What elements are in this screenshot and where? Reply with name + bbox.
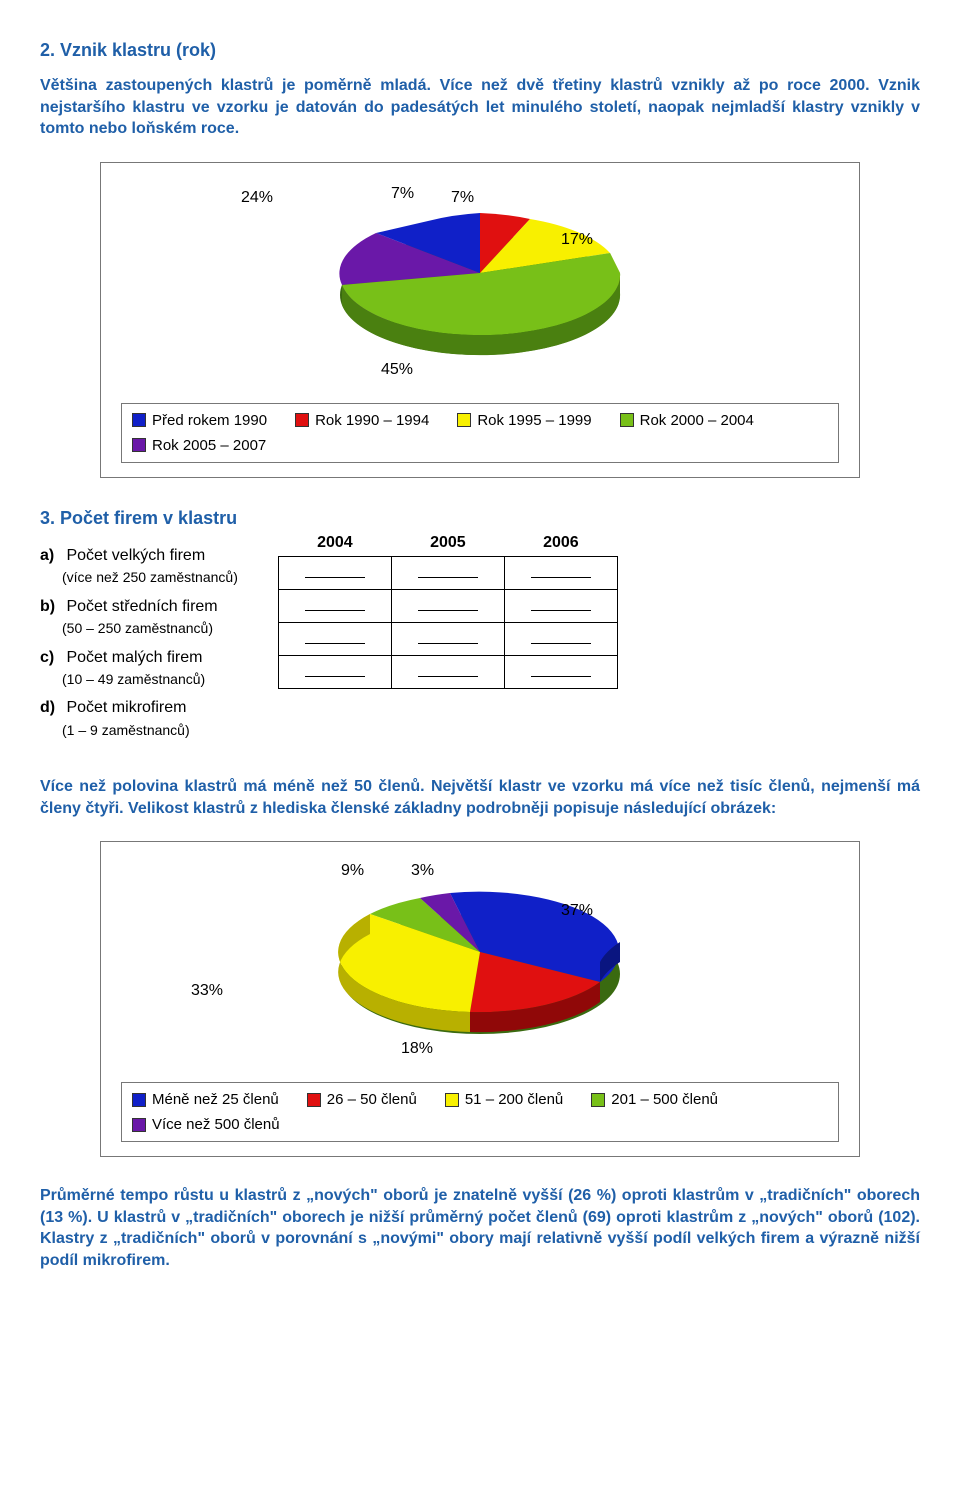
pie-chart-2 xyxy=(270,862,690,1062)
legend-swatch xyxy=(132,1118,146,1132)
chart2-label-9: 9% xyxy=(341,862,364,880)
table-row xyxy=(504,556,617,589)
legend-text: Méně než 25 členů xyxy=(152,1091,279,1108)
legend-text: Rok 1995 – 1999 xyxy=(477,412,591,429)
chart1-label-7b: 7% xyxy=(451,189,474,207)
chart1-label-17: 17% xyxy=(561,231,593,249)
chart2-box: 9% 3% 37% 33% 18% Méně než 25 členů 26 – … xyxy=(100,841,860,1157)
chart2-legend: Méně než 25 členů 26 – 50 členů 51 – 200 č… xyxy=(121,1082,839,1142)
legend-swatch xyxy=(132,438,146,452)
legend-text: Rok 2005 – 2007 xyxy=(152,437,266,454)
chart2-label-3: 3% xyxy=(411,862,434,880)
legend-text: Rok 2000 – 2004 xyxy=(640,412,754,429)
legend-text: 51 – 200 členů xyxy=(465,1091,563,1108)
legend-swatch xyxy=(307,1093,321,1107)
legend-swatch xyxy=(132,413,146,427)
pie-chart-1 xyxy=(270,183,690,383)
legend-swatch xyxy=(445,1093,459,1107)
legend-swatch xyxy=(295,413,309,427)
legend-item: Rok 1995 – 1999 xyxy=(457,412,591,429)
table-row xyxy=(278,655,391,688)
table-row xyxy=(391,589,504,622)
legend-item: 201 – 500 členů xyxy=(591,1091,718,1108)
chart1-box: 24% 7% 7% 17% 45% Před rokem 1990 Rok 199… xyxy=(100,162,860,478)
section2-paragraph: Většina zastoupených klastrů je poměrně … xyxy=(40,75,920,140)
list-item: c) Počet malých firem(10 – 49 zaměstnanc… xyxy=(40,647,238,692)
year-table: 2004 2005 2006 xyxy=(278,530,618,689)
paragraph-2: Více než polovina klastrů má méně než 50… xyxy=(40,776,920,819)
legend-item: Rok 1990 – 1994 xyxy=(295,412,429,429)
table-row xyxy=(391,655,504,688)
section3-title: 3. Počet firem v klastru xyxy=(40,506,238,531)
table-row xyxy=(278,622,391,655)
chart2-area: 9% 3% 37% 33% 18% xyxy=(121,862,839,1072)
chart1-label-7a: 7% xyxy=(391,185,414,203)
table-row xyxy=(504,589,617,622)
legend-text: 201 – 500 členů xyxy=(611,1091,718,1108)
year-2004: 2004 xyxy=(278,530,391,557)
legend-item: Méně než 25 členů xyxy=(132,1091,279,1108)
table-row xyxy=(391,622,504,655)
legend-swatch xyxy=(591,1093,605,1107)
legend-text: Více než 500 členů xyxy=(152,1116,280,1133)
table-row xyxy=(278,556,391,589)
year-2006: 2006 xyxy=(504,530,617,557)
section3: 3. Počet firem v klastru a) Počet velkýc… xyxy=(40,506,920,748)
legend-item: Rok 2005 – 2007 xyxy=(132,437,266,454)
chart1-legend: Před rokem 1990 Rok 1990 – 1994 Rok 1995 –… xyxy=(121,403,839,463)
legend-text: Před rokem 1990 xyxy=(152,412,267,429)
legend-swatch xyxy=(132,1093,146,1107)
chart1-label-45: 45% xyxy=(381,361,413,379)
legend-item: 51 – 200 členů xyxy=(445,1091,563,1108)
table-row xyxy=(504,655,617,688)
chart1-area: 24% 7% 7% 17% 45% xyxy=(121,183,839,393)
legend-text: Rok 1990 – 1994 xyxy=(315,412,429,429)
chart2-label-33: 33% xyxy=(191,982,223,1000)
table-row xyxy=(391,556,504,589)
legend-text: 26 – 50 členů xyxy=(327,1091,417,1108)
legend-item: Před rokem 1990 xyxy=(132,412,267,429)
list-item: d) Počet mikrofirem(1 – 9 zaměstnanců) xyxy=(40,697,238,742)
legend-item: Rok 2000 – 2004 xyxy=(620,412,754,429)
table-row xyxy=(504,622,617,655)
paragraph-3: Průměrné tempo růstu u klastrů z „nových… xyxy=(40,1185,920,1271)
chart2-label-37: 37% xyxy=(561,902,593,920)
section2-title: 2. Vznik klastru (rok) xyxy=(40,40,920,61)
legend-swatch xyxy=(457,413,471,427)
chart1-label-24: 24% xyxy=(241,189,273,207)
legend-item: 26 – 50 členů xyxy=(307,1091,417,1108)
list-item: b) Počet středních firem(50 – 250 zaměst… xyxy=(40,596,238,641)
legend-item: Více než 500 členů xyxy=(132,1116,280,1133)
chart2-label-18: 18% xyxy=(401,1040,433,1058)
table-row xyxy=(278,589,391,622)
year-2005: 2005 xyxy=(391,530,504,557)
legend-swatch xyxy=(620,413,634,427)
list-item: a) Počet velkých firem(více než 250 zamě… xyxy=(40,545,238,590)
